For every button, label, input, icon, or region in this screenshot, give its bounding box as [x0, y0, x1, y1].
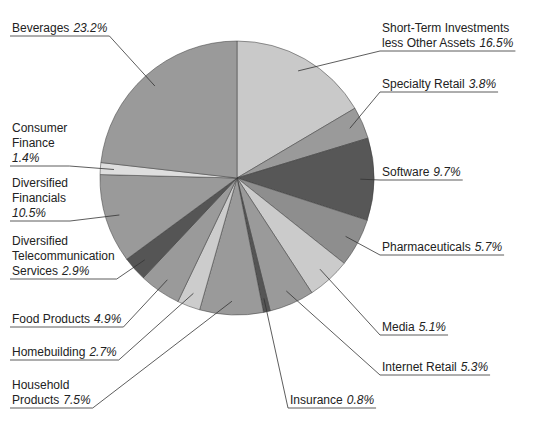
leader-line	[10, 36, 155, 86]
value-label: 9.7%	[433, 165, 461, 179]
leader-line	[320, 269, 448, 335]
leader-line	[10, 301, 232, 408]
slice-label: Telecommunication	[12, 249, 115, 263]
chart: Short-Term Investmentsless Other Assets 1…	[0, 0, 533, 437]
pie-slice	[100, 175, 237, 260]
value-label: 5.3%	[461, 360, 489, 374]
pie-slice	[101, 41, 237, 178]
slice-label: less Other Assets	[382, 36, 475, 50]
value-label: 7.5%	[63, 393, 91, 407]
slice-label: Products	[12, 393, 59, 407]
labels: Short-Term Investmentsless Other Assets 1…	[10, 21, 515, 408]
slice-label: Short-Term Investments	[382, 21, 509, 35]
value-label: 1.4%	[12, 151, 40, 165]
leader-line	[346, 236, 504, 255]
value-label: 5.1%	[419, 320, 447, 334]
slice-label: Software	[382, 165, 430, 179]
leader-line	[10, 280, 167, 327]
slice-label: Pharmaceuticals	[382, 240, 471, 254]
slice-label: Diversified	[12, 234, 68, 248]
slice-label: Household	[12, 378, 69, 392]
slice-label: Beverages	[12, 21, 69, 35]
leader-line	[286, 291, 490, 375]
leader-line	[10, 166, 114, 169]
value-label: 5.7%	[475, 240, 503, 254]
slice-label: Homebuilding	[12, 345, 85, 359]
value-label: 2.7%	[88, 345, 117, 359]
slice-label: Media	[382, 320, 415, 334]
value-label: 2.9%	[61, 264, 90, 278]
slice-label: Specialty Retail	[382, 77, 465, 91]
value-label: 3.8%	[469, 77, 497, 91]
value-label: 16.5%	[479, 36, 513, 50]
slice-label: Insurance	[290, 393, 343, 407]
slice-label: Internet Retail	[382, 360, 457, 374]
slice-label: Food Products	[12, 312, 90, 326]
value-label: 23.2%	[72, 21, 107, 35]
leader-line	[350, 92, 498, 128]
slice-label: Services	[12, 264, 58, 278]
value-label: 0.8%	[347, 393, 375, 407]
value-label: 10.5%	[12, 206, 46, 220]
leader-line	[10, 215, 119, 221]
value-label: 4.9%	[94, 312, 122, 326]
leader-line	[360, 179, 462, 181]
leader-line	[298, 51, 515, 71]
slice-label: Consumer	[12, 121, 67, 135]
leader-line	[10, 260, 145, 279]
leader-line	[264, 298, 376, 408]
slice-label: Diversified	[12, 176, 68, 190]
slice-label: Finance	[12, 136, 55, 150]
slice-label: Financials	[12, 191, 66, 205]
slices	[100, 41, 374, 315]
